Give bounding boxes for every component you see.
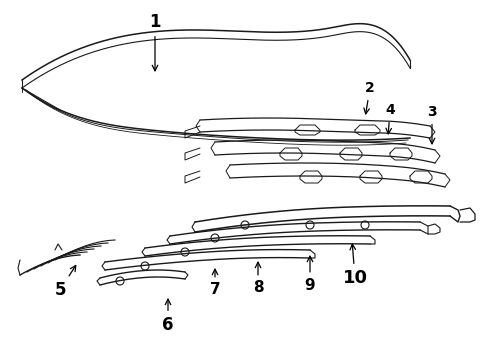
Text: 1: 1 xyxy=(149,13,161,71)
Text: 4: 4 xyxy=(385,103,395,134)
Text: 6: 6 xyxy=(162,299,174,334)
Text: 3: 3 xyxy=(427,105,437,144)
Text: 5: 5 xyxy=(54,266,76,299)
Text: 8: 8 xyxy=(253,262,263,296)
Text: 2: 2 xyxy=(364,81,375,114)
Text: 7: 7 xyxy=(210,269,220,297)
Text: 9: 9 xyxy=(305,256,315,292)
Text: 10: 10 xyxy=(343,244,368,287)
